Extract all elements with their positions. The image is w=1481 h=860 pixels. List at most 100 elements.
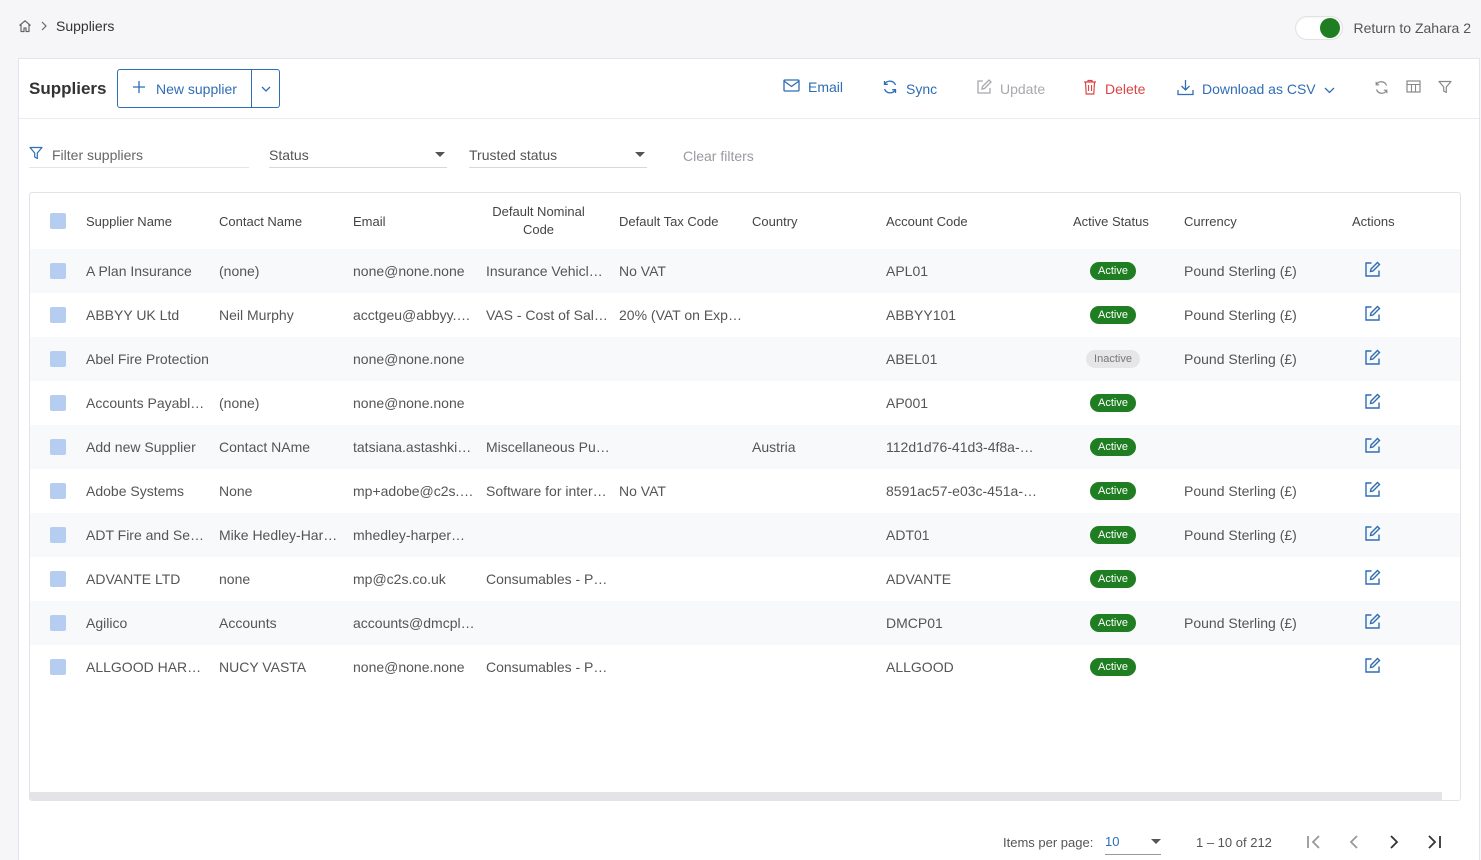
row-checkbox[interactable] [50, 615, 66, 631]
tax-code-cell [619, 601, 743, 645]
email-cell-text: mp+adobe@c2s.… [353, 483, 474, 499]
edit-icon [1364, 525, 1381, 545]
status-badge: Active [1090, 614, 1136, 632]
columns-button[interactable] [1406, 80, 1421, 96]
delete-label: Delete [1105, 80, 1146, 97]
email-cell-text: none@none.none [353, 395, 465, 411]
row-checkbox[interactable] [50, 439, 66, 455]
col-contact-name[interactable]: Contact Name [219, 213, 303, 229]
email-cell: none@none.none [353, 337, 477, 381]
country-cell [752, 601, 876, 645]
email-button[interactable]: Email [783, 79, 843, 95]
edit-icon [1364, 657, 1381, 677]
items-per-page-label: Items per page: [1003, 835, 1094, 850]
first-page-button[interactable] [1305, 833, 1323, 854]
row-checkbox-cell [50, 513, 70, 557]
sync-button[interactable]: Sync [882, 79, 937, 98]
country-cell [752, 249, 876, 293]
edit-row-button[interactable] [1364, 425, 1386, 469]
table-row[interactable]: Add new Supplier Contact NAme tatsiana.ast… [30, 425, 1460, 469]
table-row[interactable]: Adobe Systems None mp+adobe@c2s.… Software … [30, 469, 1460, 513]
col-default-nominal-code[interactable]: Default Nominal Code [492, 204, 585, 237]
new-supplier-dropdown[interactable] [251, 70, 279, 107]
email-cell: mp@c2s.co.uk [353, 557, 477, 601]
edit-row-button[interactable] [1364, 469, 1386, 513]
edit-row-button[interactable] [1364, 249, 1386, 293]
update-button[interactable]: Update [976, 79, 1045, 98]
supplier-name-cell: Abel Fire Protection [86, 337, 210, 381]
supplier-name-cell-text: ABBYY UK Ltd [86, 307, 180, 323]
account-code-cell: APL01 [886, 249, 1038, 293]
status-badge: Active [1090, 394, 1136, 412]
row-checkbox[interactable] [50, 395, 66, 411]
return-toggle-group: Return to Zahara 2 [1295, 16, 1471, 40]
previous-page-button[interactable] [1345, 833, 1363, 854]
contact-name-cell: Accounts [219, 601, 343, 645]
row-checkbox-cell [50, 601, 70, 645]
last-page-button[interactable] [1425, 833, 1443, 854]
row-checkbox[interactable] [50, 527, 66, 543]
next-page-button[interactable] [1385, 833, 1403, 854]
supplier-name-cell: Accounts Payable… [86, 381, 210, 425]
table-row[interactable]: ADT Fire and Secu… Mike Hedley-Harp… mhedl… [30, 513, 1460, 557]
chevron-left-icon [1345, 835, 1363, 854]
email-cell-text: none@none.none [353, 351, 465, 367]
sync-label: Sync [906, 80, 938, 97]
currency-cell-text: Pound Sterling (£) [1184, 263, 1297, 279]
table-row[interactable]: ALLGOOD HARDW… NUCY VASTA none@none.none Co… [30, 645, 1460, 689]
status-select[interactable]: Status [269, 142, 447, 168]
tax-code-cell [619, 425, 743, 469]
refresh-button[interactable] [1374, 80, 1389, 98]
col-supplier-name[interactable]: Supplier Name [86, 213, 172, 229]
row-checkbox[interactable] [50, 659, 66, 675]
tax-code-cell [619, 381, 743, 425]
account-code-cell: 112d1d76-41d3-4f8a-81… [886, 425, 1038, 469]
col-email[interactable]: Email [353, 213, 386, 229]
edit-icon [1364, 481, 1381, 501]
status-select-label: Status [269, 146, 309, 163]
table-row[interactable]: A Plan Insurance (none) none@none.none Insu… [30, 249, 1460, 293]
horizontal-scrollbar[interactable] [30, 792, 1442, 800]
new-supplier-button[interactable]: New supplier [118, 70, 251, 107]
row-checkbox[interactable] [50, 307, 66, 323]
nominal-code-cell: Software for inter… [486, 469, 610, 513]
edit-row-button[interactable] [1364, 557, 1386, 601]
edit-row-button[interactable] [1364, 381, 1386, 425]
table-row[interactable]: Abel Fire Protection none@none.none ABEL01… [30, 337, 1460, 381]
row-checkbox[interactable] [50, 351, 66, 367]
col-active-status[interactable]: Active Status [1073, 213, 1149, 229]
col-currency[interactable]: Currency [1184, 213, 1237, 229]
email-cell: acctgeu@abbyy.… [353, 293, 477, 337]
download-csv-button[interactable]: Download as CSV [1177, 79, 1335, 99]
table-row[interactable]: Accounts Payable… (none) none@none.none AP0… [30, 381, 1460, 425]
filter-toggle-button[interactable] [1438, 80, 1452, 97]
items-per-page-select[interactable]: 10 [1105, 829, 1161, 855]
select-all-checkbox[interactable] [50, 213, 66, 229]
currency-cell-text: Pound Sterling (£) [1184, 351, 1297, 367]
edit-row-button[interactable] [1364, 601, 1386, 645]
delete-button[interactable]: Delete [1083, 79, 1145, 98]
row-checkbox[interactable] [50, 571, 66, 587]
filter-suppliers-input[interactable]: Filter suppliers [29, 142, 249, 168]
col-account-code[interactable]: Account Code [886, 213, 968, 229]
table-row[interactable]: ABBYY UK Ltd Neil Murphy acctgeu@abbyy.… VA… [30, 293, 1460, 337]
col-default-tax-code[interactable]: Default Tax Code [619, 213, 719, 229]
home-icon[interactable] [18, 19, 32, 33]
return-toggle[interactable] [1295, 16, 1344, 40]
table-row[interactable]: Agilico Accounts accounts@dmcpl… DMCP01 Poun… [30, 601, 1460, 645]
row-checkbox[interactable] [50, 263, 66, 279]
edit-row-button[interactable] [1364, 293, 1386, 337]
edit-row-button[interactable] [1364, 513, 1386, 557]
edit-row-button[interactable] [1364, 337, 1386, 381]
supplier-name-cell-text: Accounts Payable… [86, 395, 210, 411]
account-code-cell: 8591ac57-e03c-451a-… [886, 469, 1038, 513]
trusted-status-select[interactable]: Trusted status [469, 142, 647, 168]
row-checkbox-cell [50, 381, 70, 425]
suppliers-card: Suppliers New supplier Email [18, 58, 1480, 860]
row-checkbox[interactable] [50, 483, 66, 499]
edit-row-button[interactable] [1364, 645, 1386, 689]
clear-filters-button[interactable]: Clear filters [683, 148, 754, 164]
table-row[interactable]: ADVANTE LTD none mp@c2s.co.uk Consumables -… [30, 557, 1460, 601]
tax-code-cell-text: 20% (VAT on Expe… [619, 307, 743, 323]
col-country[interactable]: Country [752, 213, 798, 229]
